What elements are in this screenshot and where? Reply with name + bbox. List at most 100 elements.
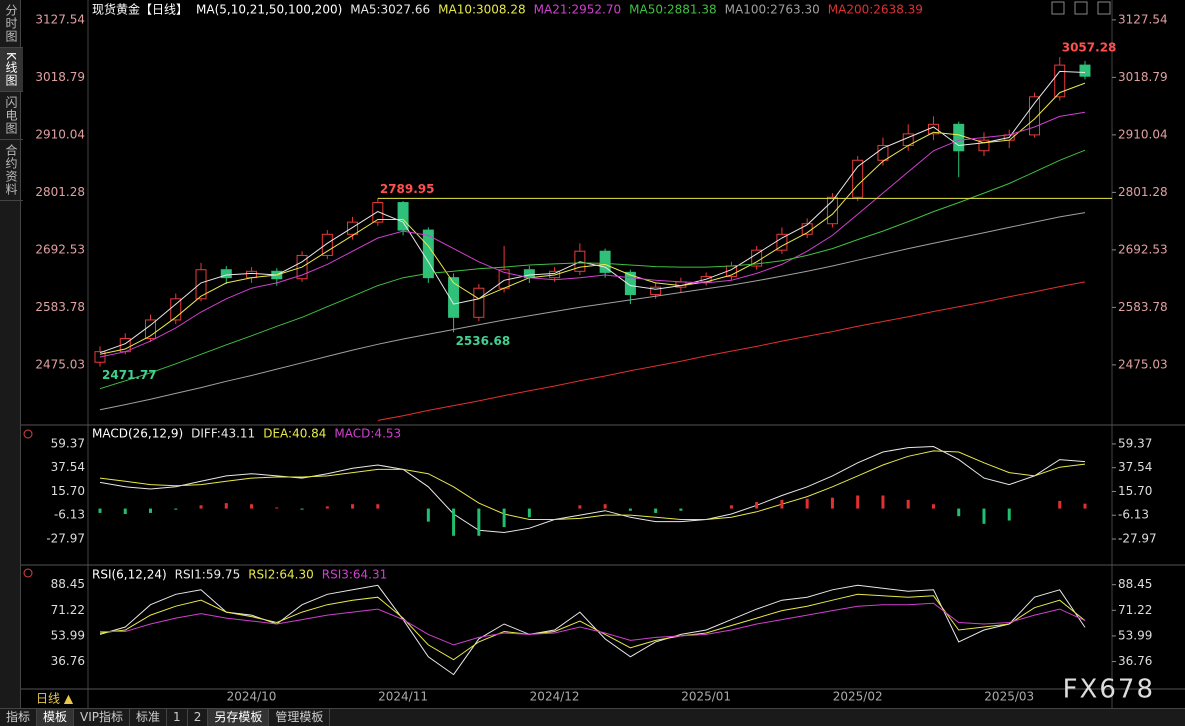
window-button[interactable] [1051, 1, 1065, 15]
y-tick-label: 15.70 [1118, 484, 1152, 498]
annotation: 3057.28 [1062, 41, 1117, 55]
macd-bar [578, 505, 582, 509]
bottom-tab[interactable]: 指标 [0, 709, 38, 726]
series-line [99, 212, 1086, 411]
y-tick-label: -27.97 [1118, 532, 1157, 546]
macd-bar [502, 508, 506, 528]
y-tick-label: 15.70 [51, 484, 85, 498]
macd-bar [325, 506, 329, 509]
series-line [100, 602, 1086, 646]
candle-body [195, 269, 207, 300]
legend-item: MA5:3027.66 [350, 3, 430, 17]
bottom-tab[interactable]: 1 [167, 709, 188, 726]
macd-bar [376, 504, 380, 509]
bottom-tab[interactable]: 另存模板 [208, 709, 270, 726]
bottom-tab[interactable]: VIP指标 [74, 709, 131, 726]
side-tab[interactable]: 闪电图 [0, 92, 23, 140]
side-tab[interactable]: 合约资料 [0, 140, 23, 201]
y-tick-label: 88.45 [51, 577, 85, 591]
macd-bar [300, 508, 304, 510]
macd-bar [906, 499, 910, 509]
series-line [99, 445, 1086, 534]
macd-bar [351, 504, 355, 509]
y-tick-label: 2692.53 [35, 242, 85, 256]
background [0, 0, 1185, 708]
series-line [377, 281, 1086, 421]
macd-bar [830, 497, 834, 509]
window-button[interactable] [1074, 1, 1088, 15]
bottom-tab[interactable]: 管理模板 [269, 709, 331, 726]
y-tick-label: 53.99 [51, 628, 85, 642]
macd-bar [805, 498, 809, 509]
candle-body [776, 233, 788, 251]
macd-bar [780, 499, 784, 509]
bottom-tab[interactable]: 模板 [37, 709, 75, 726]
candle-body [852, 159, 864, 198]
macd-bar [452, 508, 456, 536]
series-line [99, 111, 1086, 358]
bottom-tabs: 指标 模板 VIP指标 标准 1 2 另存模板 管理模板 [0, 708, 1185, 726]
macd-bar [149, 508, 153, 513]
candle-body [826, 196, 838, 225]
macd-bar [603, 504, 607, 509]
series-line [99, 82, 1086, 355]
y-tick-label: 2475.03 [35, 357, 85, 371]
y-tick-label: 37.54 [51, 460, 85, 474]
y-tick-label: 2475.03 [1118, 357, 1168, 371]
legend-item: MACD:4.53 [334, 427, 401, 441]
settings-icon[interactable] [23, 429, 33, 439]
legend-item: MA200:2638.39 [828, 3, 923, 17]
watermark: FX678 [1063, 675, 1155, 705]
macd-bar [1007, 508, 1011, 521]
legend-item: RSI2:64.30 [248, 568, 314, 582]
macd-bar [275, 507, 279, 509]
annotation: 2536.68 [456, 334, 511, 348]
macd-bar [881, 495, 885, 509]
annotation: 2789.95 [380, 182, 435, 196]
candle-body [1079, 64, 1091, 77]
period-label[interactable]: 日线 ▲ [36, 692, 74, 706]
legend-item: MA50:2881.38 [629, 3, 717, 17]
legend-item: RSI(6,12,24) [92, 568, 167, 582]
x-tick-label: 2025/01 [681, 690, 731, 704]
candle-body [347, 221, 359, 235]
x-tick-label: 2025/03 [984, 690, 1034, 704]
annotation: 2471.77 [102, 368, 157, 382]
y-tick-label: 2583.78 [35, 300, 85, 314]
legend-item: 现货黄金【日线】 [92, 2, 188, 17]
bottom-tab[interactable]: 标准 [130, 709, 168, 726]
window-buttons[interactable] [1051, 1, 1111, 15]
y-tick-label: 2910.04 [1118, 127, 1168, 141]
macd-bar [982, 508, 986, 524]
series-line [99, 149, 1086, 390]
y-tick-label: 3127.54 [35, 12, 85, 26]
y-tick-label: 2583.78 [1118, 300, 1168, 314]
macd-bar [426, 508, 430, 522]
y-tick-label: 2910.04 [35, 127, 85, 141]
side-tab[interactable]: K线图 [0, 48, 23, 92]
settings-icon[interactable] [23, 568, 33, 578]
y-tick-label: 36.76 [51, 654, 85, 668]
macd-bar [1083, 503, 1087, 509]
macd-bar [224, 503, 228, 509]
candle-body [397, 202, 409, 231]
y-tick-label: 2801.28 [1118, 185, 1168, 199]
macd-bar [931, 504, 935, 509]
bottom-tab[interactable]: 2 [188, 709, 209, 726]
window-button[interactable] [1097, 1, 1111, 15]
y-tick-label: 53.99 [1118, 628, 1152, 642]
macd-bar [856, 495, 860, 509]
candle-body [599, 250, 611, 273]
candle-body [953, 123, 965, 152]
legend-item: MA(5,10,21,50,100,200) [196, 3, 342, 17]
macd-bar [199, 505, 203, 509]
y-tick-label: 2692.53 [1118, 242, 1168, 256]
candle-body [1054, 64, 1066, 98]
series-line [99, 450, 1086, 520]
macd-bar [957, 508, 961, 517]
x-tick-label: 2024/10 [227, 690, 277, 704]
chart: 日线 ▲ FX678 2024/10 2024/11 2024/12 2025/01 2… [0, 0, 1185, 708]
side-tab[interactable]: 分时图 [0, 0, 23, 48]
series-line [99, 593, 1086, 661]
